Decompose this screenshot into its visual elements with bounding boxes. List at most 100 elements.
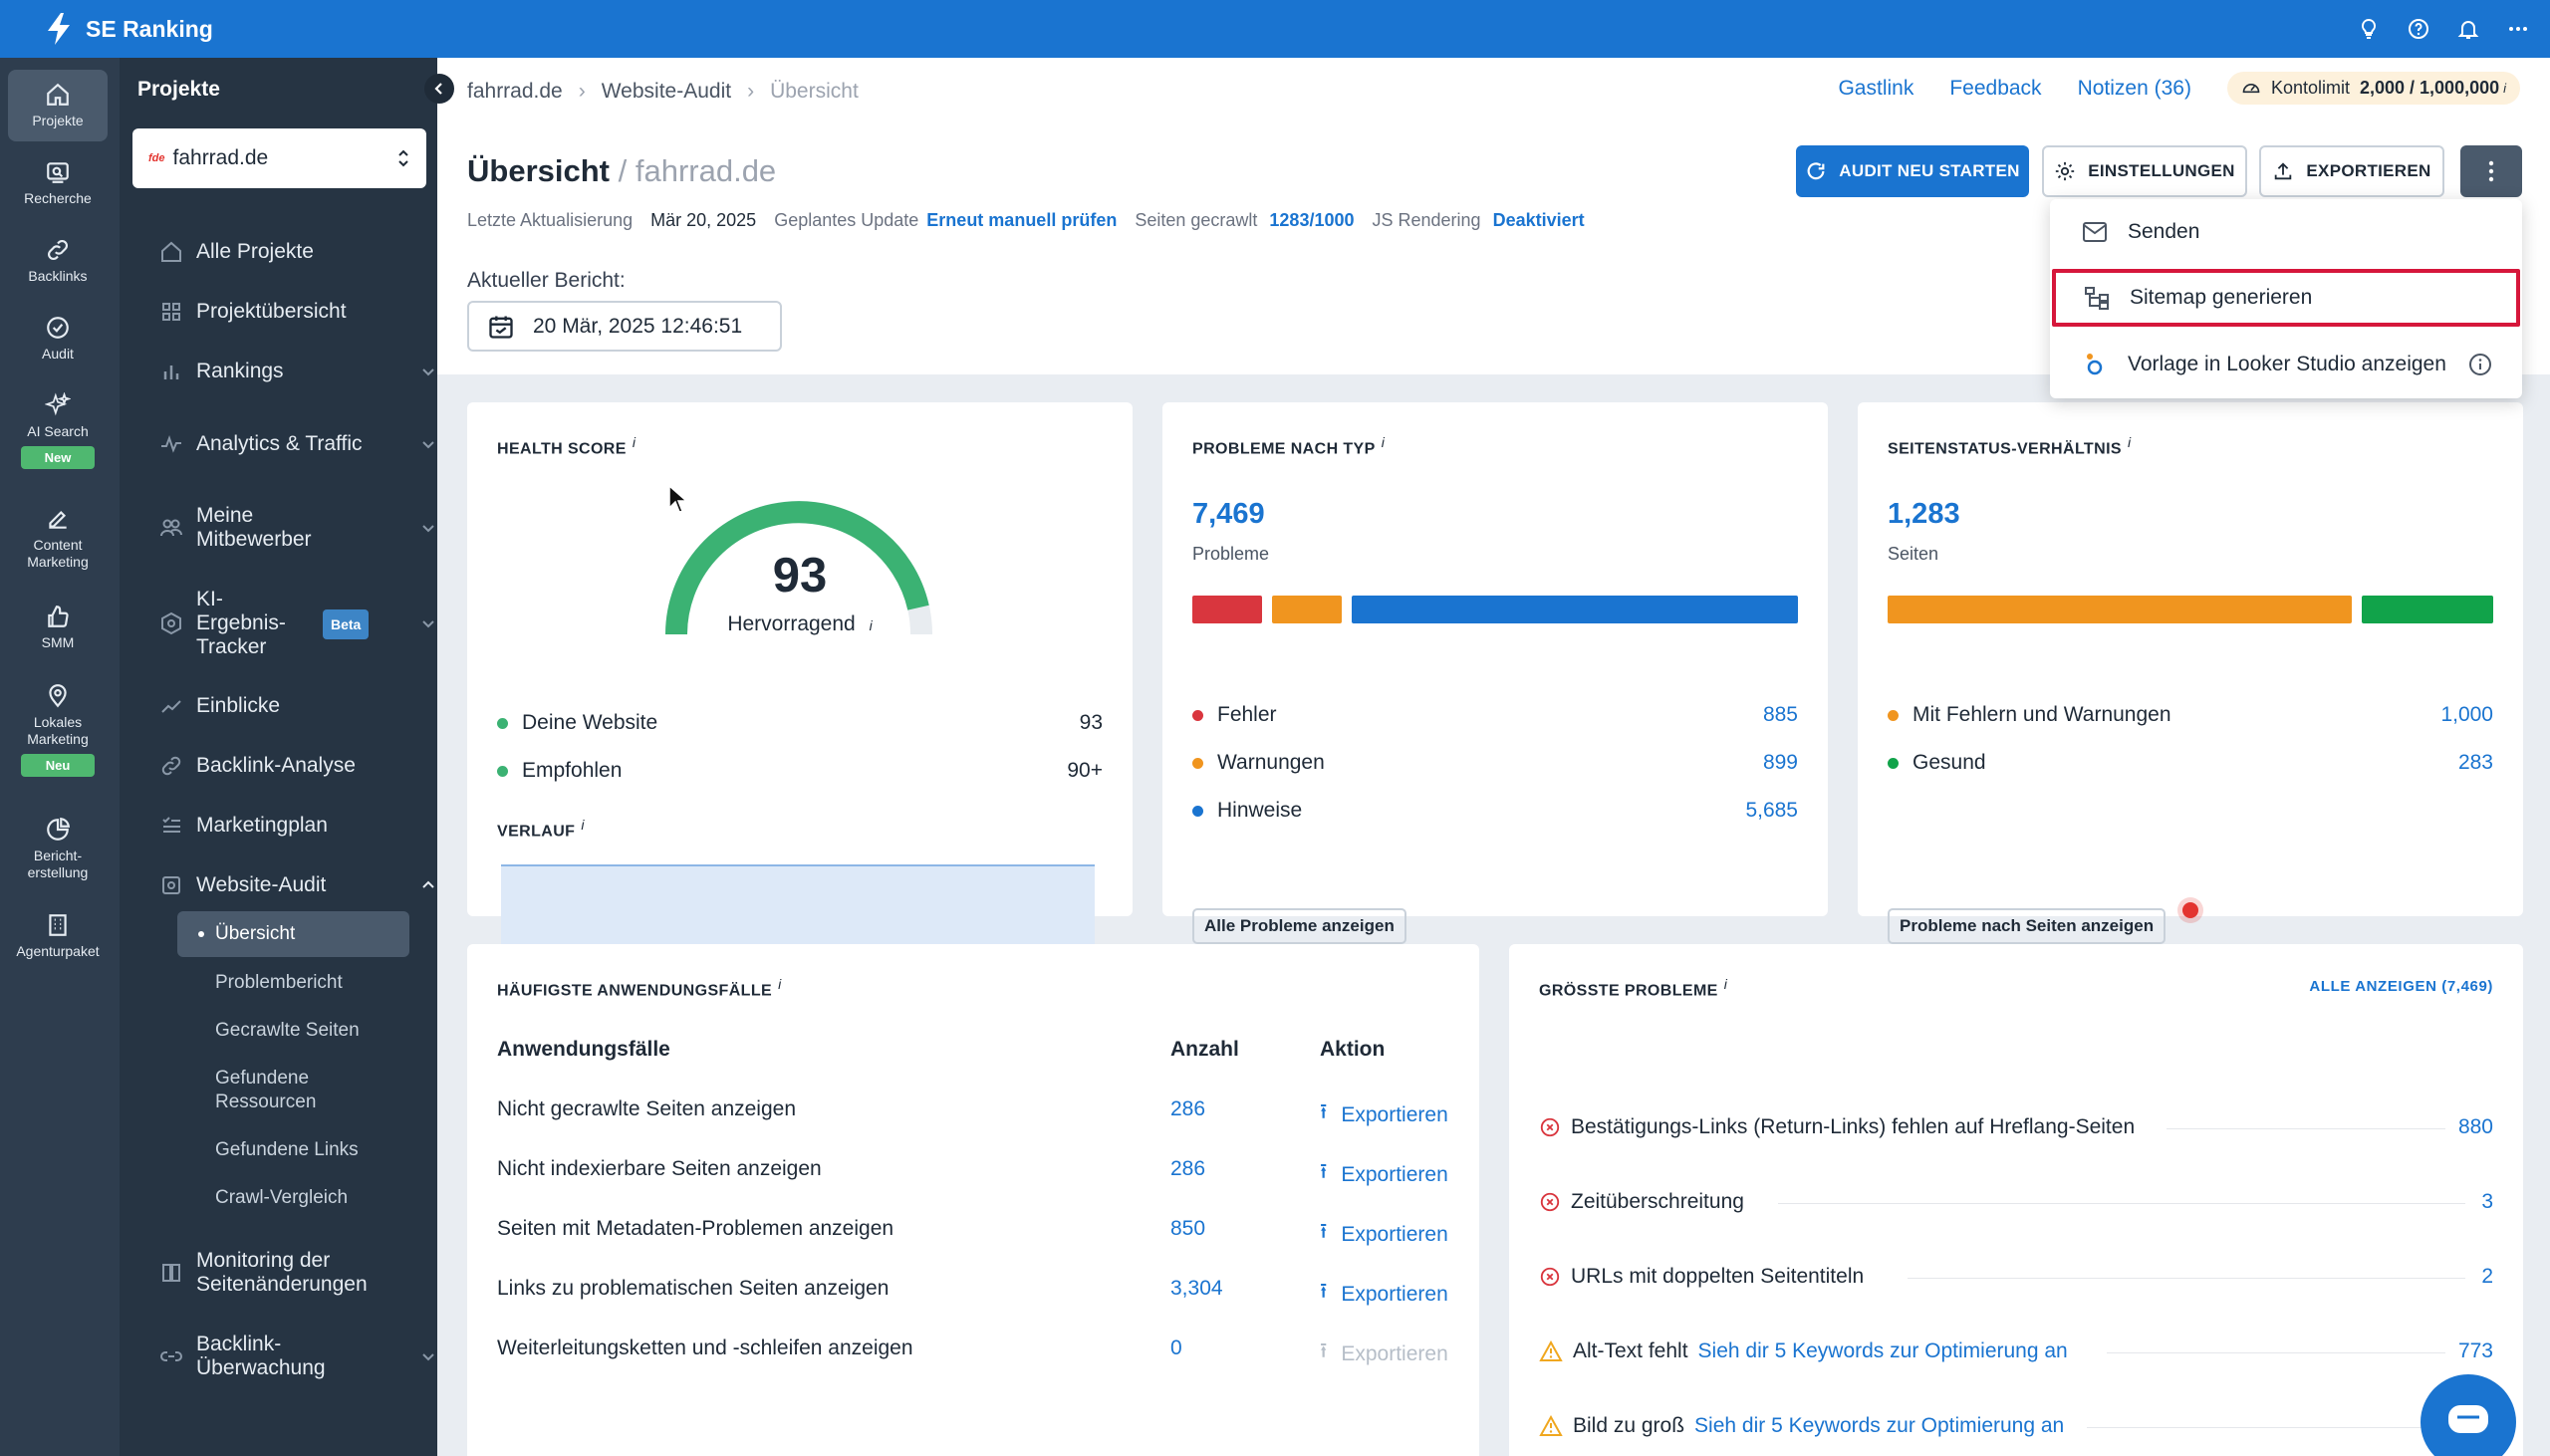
bar-segment[interactable] (2362, 596, 2493, 623)
rail-item-smm[interactable]: SMM (8, 604, 108, 651)
usecase-count-link[interactable]: 3,304 (1170, 1277, 1223, 1300)
legend-warnungen[interactable]: Warnungen (1192, 751, 1325, 775)
export-button[interactable]: EXPORTIEREN (2259, 145, 2444, 197)
crumb-website-audit[interactable]: Website-Audit (601, 80, 732, 103)
planned-update-link[interactable]: Erneut manuell prüfen (926, 210, 1118, 230)
problem-row[interactable]: Alt-Text fehlt Sieh dir 5 Keywords zur O… (1539, 1339, 2068, 1363)
show-all-problems-button[interactable]: Alle Probleme anzeigen (1192, 908, 1406, 944)
rail-item-content-marketing[interactable]: Content Marketing (8, 506, 108, 571)
subnav-gefundene-links[interactable]: Gefundene Links (215, 1138, 359, 1162)
nav-monitoring[interactable]: Monitoring der Seitenänderungen (159, 1247, 415, 1299)
problem-row[interactable]: URLs mit doppelten Seitentiteln (1539, 1265, 1864, 1289)
health-rating: Hervorragend i (467, 612, 1133, 636)
rail-item-backlinks[interactable]: Backlinks (8, 237, 108, 285)
problem-row[interactable]: Zeitüberschreitung (1539, 1190, 1744, 1214)
bell-icon[interactable] (2456, 17, 2480, 41)
problem-count-link[interactable]: 880 (2457, 1115, 2493, 1138)
lightbulb-icon[interactable] (2357, 17, 2381, 41)
crumb-project[interactable]: fahrrad.de (467, 80, 563, 103)
menu-item-sitemap-generieren[interactable]: Sitemap generieren (2052, 269, 2520, 327)
bar-segment[interactable] (1271, 596, 1343, 623)
keywords-link[interactable]: Sieh dir 5 Keywords zur Optimierung an (1697, 1339, 2068, 1362)
usecase-count-link[interactable]: 850 (1170, 1217, 1206, 1240)
export-link[interactable]: ⭱ Exportieren (1320, 1157, 1448, 1192)
js-rendering-link[interactable]: Deaktiviert (1492, 210, 1585, 230)
collapse-sidebar-button[interactable] (424, 74, 454, 104)
problem-row[interactable]: Bild zu groß Sieh dir 5 Keywords zur Opt… (1539, 1414, 2064, 1438)
keywords-link[interactable]: Sieh dir 5 Keywords zur Optimierung an (1694, 1414, 2065, 1437)
export-link[interactable]: ⭱ Exportieren (1320, 1277, 1448, 1312)
nav-analytics-traffic[interactable]: Analytics & Traffic (159, 418, 434, 470)
rail-label: Audit (42, 346, 74, 362)
bar-segment[interactable] (1192, 596, 1262, 623)
legend-value[interactable]: 283 (2457, 751, 2493, 774)
rail-item-ai-search[interactable]: AI Search New (8, 392, 108, 469)
subnav-uebersicht[interactable]: Übersicht (177, 911, 409, 957)
legend-value[interactable]: 885 (1762, 703, 1798, 726)
bar-segment[interactable] (1888, 596, 2353, 623)
legend-value[interactable]: 899 (1762, 751, 1798, 774)
rail-item-audit[interactable]: Audit (8, 315, 108, 363)
rail-item-agenturpaket[interactable]: Agenturpaket (8, 912, 108, 960)
crawled-pages-link[interactable]: 1283/1000 (1269, 210, 1355, 230)
nav-ki-ergebnis-tracker[interactable]: KI-Ergebnis-Tracker Beta (159, 586, 434, 661)
nav-einblicke[interactable]: Einblicke (159, 693, 280, 719)
export-link[interactable]: ⭱ Exportieren (1320, 1097, 1448, 1132)
legend-mit-fehlern[interactable]: Mit Fehlern und Warnungen (1888, 703, 2171, 727)
report-date-picker[interactable]: 20 Mär, 2025 12:46:51 (467, 301, 782, 352)
problems-total[interactable]: 7,469 (1192, 498, 1265, 530)
feedback-link[interactable]: Feedback (1949, 76, 2042, 100)
link-monitor-icon (160, 1351, 182, 1361)
project-selector[interactable]: fde fahrrad.de (132, 128, 426, 188)
subnav-crawl-vergleich[interactable]: Crawl-Vergleich (215, 1186, 348, 1210)
rail-item-projekte[interactable]: Projekte (8, 70, 108, 141)
usecase-count-link[interactable]: 286 (1170, 1097, 1206, 1120)
problem-row[interactable]: Bestätigungs-Links (Return-Links) fehlen… (1539, 1115, 2135, 1139)
nav-alle-projekte[interactable]: Alle Projekte (159, 239, 314, 265)
problem-count-link[interactable]: 2 (2481, 1265, 2493, 1288)
rail-item-berichterstellung[interactable]: Bericht-erstellung (8, 817, 108, 881)
nav-projektuebersicht[interactable]: Projektübersicht (159, 299, 347, 325)
more-icon[interactable] (2506, 17, 2530, 41)
breadcrumb: fahrrad.de › Website-Audit › Übersicht (467, 80, 859, 104)
bar-segment[interactable] (1352, 596, 1798, 623)
legend-value[interactable]: 1,000 (2440, 703, 2493, 726)
nav-backlink-ueberwachung[interactable]: Backlink-Überwachung (159, 1331, 434, 1382)
kontolimit-badge[interactable]: Kontolimit 2,000 / 1,000,000 i (2226, 72, 2520, 105)
problem-count-link[interactable]: 3 (2481, 1190, 2493, 1213)
notizen-link[interactable]: Notizen (36) (2077, 76, 2191, 100)
more-actions-button[interactable] (2460, 145, 2522, 197)
problems-by-pages-button[interactable]: Probleme nach Seiten anzeigen (1888, 908, 2167, 944)
rail-item-lokales-marketing[interactable]: Lokales Marketing Neu (8, 683, 108, 777)
subnav-gecrawlte-seiten[interactable]: Gecrawlte Seiten (215, 1019, 360, 1043)
usecase-label: Links zu problematischen Seiten anzeigen (497, 1277, 890, 1300)
export-link[interactable]: ⭱ Exportieren (1320, 1217, 1448, 1252)
gastlink-link[interactable]: Gastlink (1838, 76, 1914, 100)
restart-audit-button[interactable]: AUDIT NEU STARTEN (1796, 145, 2029, 197)
menu-item-senden[interactable]: Senden (2050, 203, 2522, 261)
pages-total[interactable]: 1,283 (1888, 498, 1960, 530)
settings-button[interactable]: EINSTELLUNGEN (2042, 145, 2247, 197)
problems-by-type-card: PROBLEME NACH TYP i 7,469 Probleme Fehler… (1162, 402, 1828, 944)
nav-rankings[interactable]: Rankings (159, 359, 434, 384)
show-all-link[interactable]: ALLE ANZEIGEN (7,469) (2309, 978, 2493, 995)
help-icon[interactable] (2407, 17, 2430, 41)
brand-logo[interactable]: SE Ranking (44, 12, 213, 46)
legend-fehler[interactable]: Fehler (1192, 703, 1277, 727)
legend-hinweise[interactable]: Hinweise (1192, 799, 1302, 823)
rail-item-recherche[interactable]: Recherche (8, 159, 108, 207)
usecase-count-link[interactable]: 0 (1170, 1336, 1182, 1359)
legend-gesund[interactable]: Gesund (1888, 751, 1986, 775)
nav-marketingplan[interactable]: Marketingplan (159, 813, 328, 839)
menu-item-looker-studio[interactable]: Vorlage in Looker Studio anzeigen (2050, 336, 2522, 393)
nav-backlink-analyse[interactable]: Backlink-Analyse (159, 753, 356, 779)
problem-count-link[interactable]: 773 (2457, 1339, 2493, 1362)
subnav-gefundene-ressourcen[interactable]: Gefundene Ressourcen (215, 1067, 345, 1114)
nav-meine-mitbewerber[interactable]: Meine Mitbewerber (159, 502, 434, 554)
legend-value[interactable]: 5,685 (1745, 799, 1798, 822)
chat-widget-button[interactable] (2421, 1374, 2516, 1456)
nav-website-audit[interactable]: Website-Audit (159, 872, 434, 898)
info-icon[interactable] (2468, 353, 2492, 376)
usecase-count-link[interactable]: 286 (1170, 1157, 1206, 1180)
subnav-problembericht[interactable]: Problembericht (215, 971, 343, 995)
